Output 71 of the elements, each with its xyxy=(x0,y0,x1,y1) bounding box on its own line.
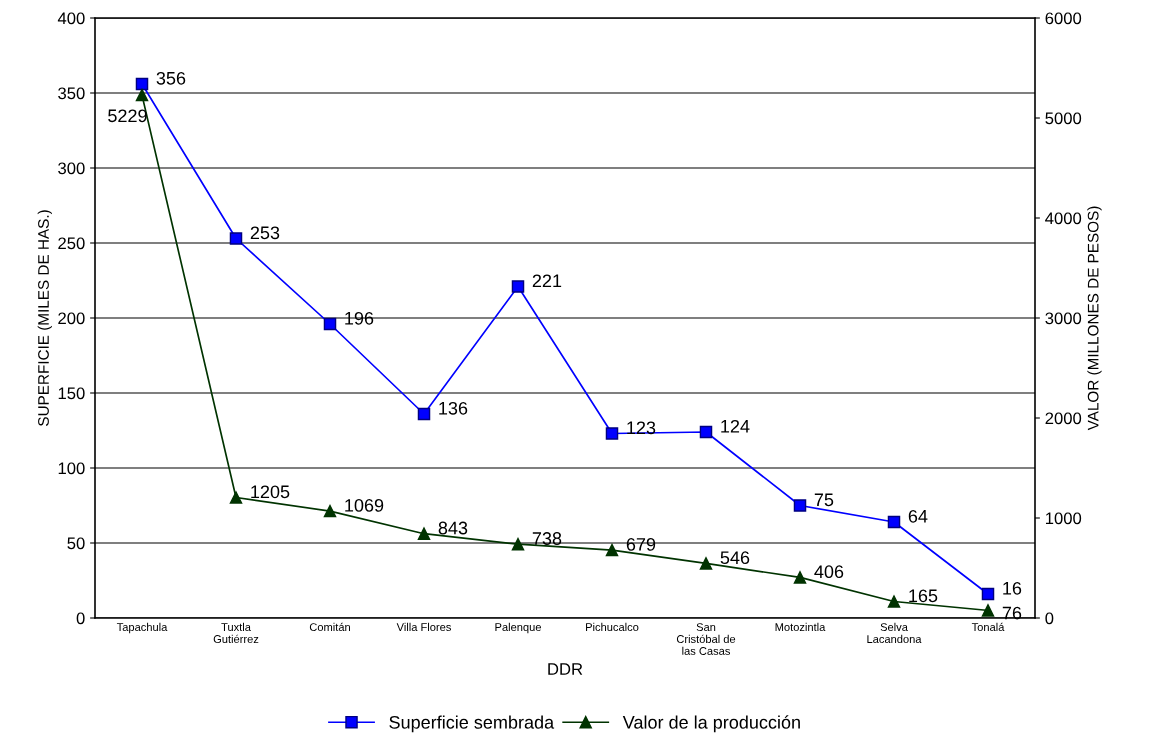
data-label: 546 xyxy=(720,551,750,565)
point xyxy=(229,232,243,245)
data-label: 356 xyxy=(156,71,186,85)
data-label: 679 xyxy=(626,537,656,551)
y2-tick-label: 6000 xyxy=(1045,12,1082,25)
point xyxy=(981,604,995,617)
data-label: 123 xyxy=(627,421,656,435)
x-tick-label: Motozintla xyxy=(775,622,826,632)
point xyxy=(417,527,431,540)
point xyxy=(887,515,901,529)
y-tick-label: 50 xyxy=(67,537,85,550)
y-tick-label: 100 xyxy=(58,462,85,475)
data-label: 221 xyxy=(532,274,562,287)
data-label: 843 xyxy=(438,521,468,535)
data-label: 1069 xyxy=(345,498,384,512)
data-label: 738 xyxy=(532,532,562,545)
point xyxy=(981,587,995,601)
data-label: 165 xyxy=(909,589,938,603)
x-tick-label: Selva Lacandona xyxy=(867,622,922,643)
point xyxy=(605,427,619,440)
point xyxy=(793,571,807,584)
point xyxy=(511,537,525,551)
y-tick-label: 0 xyxy=(76,612,85,625)
x-tick-label: Tapachula xyxy=(116,622,168,634)
data-label: 136 xyxy=(439,401,468,415)
data-label: 124 xyxy=(721,419,750,433)
x-tick-label: Tonalá xyxy=(971,622,1005,632)
point xyxy=(699,557,713,570)
y-tick-label: 350 xyxy=(58,87,85,100)
point xyxy=(323,504,337,518)
data-label: 1205 xyxy=(251,485,290,499)
point xyxy=(793,499,807,512)
y-axis-title: SUPERFICIE (MILES DE HAS.) xyxy=(37,210,52,426)
y2-tick-label: 4000 xyxy=(1045,212,1082,225)
data-label: 406 xyxy=(814,565,844,579)
y-tick-label: 300 xyxy=(58,162,85,175)
data-label: 16 xyxy=(1003,581,1022,595)
y2-tick-label: 1000 xyxy=(1045,512,1082,525)
y-tick-label: 400 xyxy=(57,12,85,25)
point xyxy=(135,77,149,91)
y2-tick-label: 2000 xyxy=(1045,412,1082,425)
point xyxy=(323,317,337,331)
legend-label: Superficie sembrada xyxy=(389,715,555,733)
y-tick-label: 250 xyxy=(58,237,85,250)
data-label: 76 xyxy=(1002,606,1022,620)
y2-axis-title: VALOR (MILLONES DE PESOS) xyxy=(1087,206,1102,431)
x-tick-label: Pichucalco xyxy=(586,622,639,632)
x-tick-label: San Cristóbal de las Casas xyxy=(676,623,736,655)
x-tick-label: Comitán xyxy=(309,622,350,632)
data-label: 75 xyxy=(814,493,834,507)
y2-tick-label: 3000 xyxy=(1045,312,1082,325)
y-tick-label: 200 xyxy=(58,312,85,325)
point xyxy=(229,491,243,504)
data-label: 253 xyxy=(250,226,280,240)
y2-tick-label: 0 xyxy=(1045,612,1054,625)
point xyxy=(699,425,713,439)
y-tick-label: 150 xyxy=(58,387,85,400)
data-label: 5229 xyxy=(108,109,147,123)
x-tick-label: Palenque xyxy=(495,622,541,634)
point xyxy=(605,543,619,557)
x-tick-label: Tuxtla Gutiérrez xyxy=(213,622,259,643)
legend-label: Valor de la producción xyxy=(622,715,800,733)
data-label: 64 xyxy=(908,509,928,523)
point xyxy=(135,88,149,102)
y2-tick-label: 5000 xyxy=(1045,112,1082,125)
point xyxy=(887,595,901,608)
x-tick-label: Villa Flores xyxy=(396,622,451,632)
point xyxy=(511,280,525,293)
point xyxy=(417,407,431,421)
data-label: 196 xyxy=(345,311,374,325)
x-axis-title: DDR xyxy=(548,663,583,675)
